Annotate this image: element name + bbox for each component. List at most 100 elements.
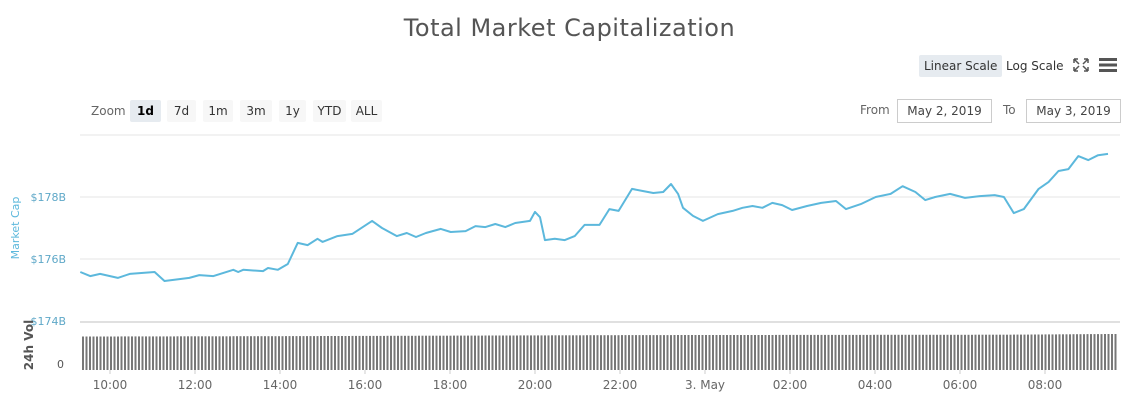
- fullscreen-icon[interactable]: [1072, 57, 1090, 73]
- volume-bar: [645, 335, 648, 370]
- volume-bar: [981, 334, 984, 370]
- volume-bar: [957, 334, 959, 370]
- volume-bar: [509, 335, 511, 370]
- volume-bar: [866, 334, 868, 370]
- y-tick-label: $174B: [30, 315, 66, 328]
- volume-bar: [386, 335, 389, 370]
- volume-bar: [460, 335, 462, 370]
- volume-bar: [673, 335, 676, 370]
- volume-bar: [561, 335, 564, 370]
- volume-bar: [1030, 334, 1033, 370]
- volume-bar: [211, 336, 214, 370]
- volume-bar: [316, 336, 319, 370]
- volume-bar: [516, 335, 518, 370]
- volume-bar: [1100, 334, 1103, 370]
- volume-bar: [215, 336, 217, 370]
- volume-bar: [1079, 334, 1082, 370]
- volume-bar: [719, 335, 721, 370]
- volume-bar: [113, 336, 116, 370]
- linear-scale-button[interactable]: Linear Scale: [919, 55, 1003, 77]
- volume-bar: [120, 336, 123, 370]
- volume-bar: [271, 336, 273, 370]
- volume-bar: [152, 336, 154, 370]
- volume-bar: [1076, 334, 1078, 370]
- volume-bar: [593, 335, 595, 370]
- volume-bar: [1048, 334, 1050, 370]
- volume-bar: [876, 334, 879, 370]
- zoom-button-1m[interactable]: 1m: [203, 100, 233, 122]
- volume-bar: [540, 335, 543, 370]
- zoom-button-1y[interactable]: 1y: [279, 100, 306, 122]
- volume-bar: [309, 336, 312, 370]
- volume-bar: [992, 334, 994, 370]
- volume-bar: [474, 335, 476, 370]
- volume-bar: [134, 336, 137, 370]
- volume-bar: [708, 335, 711, 370]
- volume-bar: [1114, 334, 1117, 370]
- volume-bar: [292, 336, 294, 370]
- volume-bar: [358, 335, 361, 370]
- x-tick-label: 12:00: [178, 378, 213, 392]
- volume-bar: [1006, 334, 1008, 370]
- zoom-button-3m[interactable]: 3m: [240, 100, 272, 122]
- volume-bar: [505, 335, 508, 370]
- volume-bar: [1097, 334, 1099, 370]
- volume-bar: [901, 334, 903, 370]
- volume-bar: [614, 335, 616, 370]
- zoom-button-7d[interactable]: 7d: [167, 100, 196, 122]
- hamburger-menu-icon[interactable]: [1099, 57, 1118, 73]
- zoom-button-1d[interactable]: 1d: [130, 100, 161, 122]
- x-tick-label: 20:00: [518, 378, 553, 392]
- volume-bar: [750, 335, 753, 370]
- from-date-input[interactable]: May 2, 2019: [897, 99, 992, 123]
- volume-bar: [855, 334, 858, 370]
- volume-bar: [873, 334, 875, 370]
- volume-bar: [173, 336, 175, 370]
- volume-bar: [162, 336, 165, 370]
- volume-bar: [799, 334, 802, 370]
- volume-bar: [649, 335, 651, 370]
- volume-bar: [971, 334, 973, 370]
- volume-bar: [110, 336, 112, 370]
- volume-bar: [852, 334, 854, 370]
- volume-bar: [197, 336, 200, 370]
- volume-bar: [845, 334, 847, 370]
- to-date-input[interactable]: May 3, 2019: [1026, 99, 1121, 123]
- volume-bar: [610, 335, 613, 370]
- volume-bar: [372, 335, 375, 370]
- volume-bar: [911, 334, 914, 370]
- zoom-label: Zoom: [91, 104, 126, 118]
- volume-bar: [554, 335, 557, 370]
- volume-bar: [771, 335, 774, 370]
- log-scale-button[interactable]: Log Scale: [1006, 59, 1064, 73]
- volume-bar: [943, 334, 945, 370]
- volume-bar: [96, 336, 98, 370]
- volume-bar: [1055, 334, 1057, 370]
- volume-bar: [330, 336, 333, 370]
- volume-bar: [533, 335, 536, 370]
- volume-bar: [925, 334, 928, 370]
- volume-bar: [715, 335, 718, 370]
- volume-bar: [519, 335, 522, 370]
- volume-bar: [628, 335, 630, 370]
- volume-bar: [194, 336, 196, 370]
- volume-bar: [470, 335, 473, 370]
- chart-title: Total Market Capitalization: [403, 14, 736, 42]
- volume-bar: [351, 335, 354, 370]
- volume-bar: [880, 334, 882, 370]
- volume-bar: [817, 334, 819, 370]
- volume-bar: [547, 335, 550, 370]
- zoom-button-all[interactable]: ALL: [351, 100, 382, 122]
- zoom-button-ytd[interactable]: YTD: [313, 100, 346, 122]
- volume-bar: [428, 335, 431, 370]
- volume-bar: [803, 334, 805, 370]
- volume-bar: [1065, 334, 1068, 370]
- volume-bar: [677, 335, 679, 370]
- volume-bar: [617, 335, 620, 370]
- volume-bar: [579, 335, 581, 370]
- volume-bar: [1104, 334, 1106, 370]
- volume-bar: [838, 334, 840, 370]
- volume-bar: [390, 335, 392, 370]
- volume-axis-label: 24h Vol: [22, 320, 36, 370]
